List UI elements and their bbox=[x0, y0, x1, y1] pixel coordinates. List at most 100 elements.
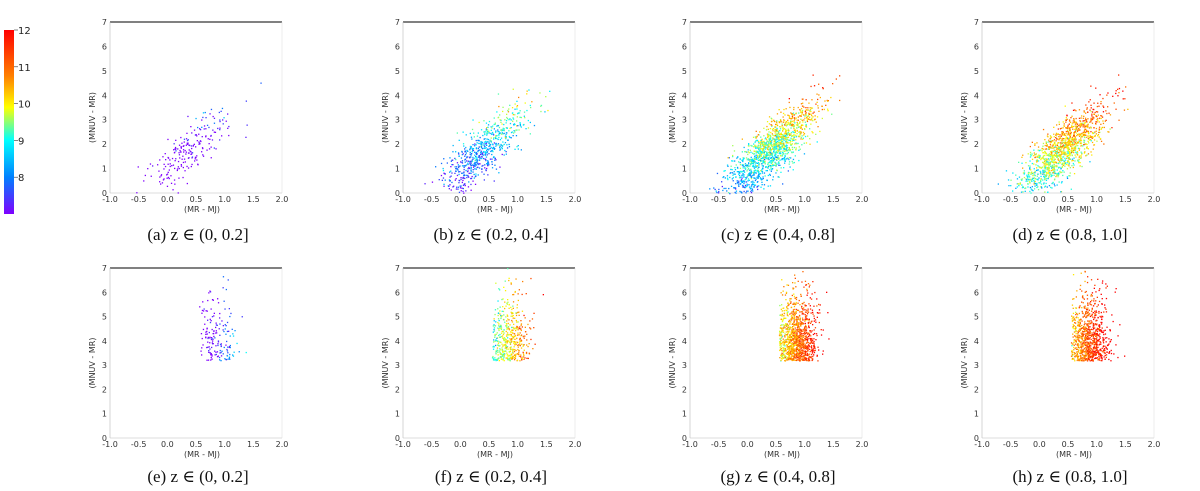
scatter-point bbox=[491, 167, 494, 169]
scatter-point bbox=[808, 102, 810, 104]
scatter-point bbox=[528, 353, 531, 355]
scatter-point bbox=[455, 178, 457, 180]
scatter-point bbox=[1091, 137, 1093, 139]
scatter-point bbox=[1048, 148, 1050, 150]
scatter-point bbox=[793, 134, 795, 136]
scatter-point bbox=[1042, 142, 1045, 145]
scatter-point bbox=[806, 109, 808, 111]
scatter-point bbox=[788, 117, 791, 119]
scatter-point bbox=[785, 136, 788, 138]
y-tick-label: 3 bbox=[682, 116, 687, 125]
scatter-point bbox=[785, 130, 787, 133]
scatter-point bbox=[511, 335, 514, 338]
scatter-point bbox=[762, 145, 764, 147]
scatter-point bbox=[1062, 121, 1064, 123]
scatter-point bbox=[1068, 123, 1070, 125]
scatter-point bbox=[775, 129, 778, 131]
scatter-point bbox=[1048, 158, 1050, 160]
scatter-point bbox=[806, 351, 808, 353]
scatter-point bbox=[167, 171, 169, 173]
scatter-point bbox=[770, 144, 772, 146]
scatter-point bbox=[501, 315, 503, 317]
scatter-point bbox=[529, 121, 531, 124]
scatter-point bbox=[790, 157, 792, 159]
scatter-point bbox=[1082, 122, 1084, 124]
scatter-point bbox=[782, 137, 784, 139]
scatter-point bbox=[766, 157, 768, 159]
panel-caption: (d) z ∈ (0.8, 1.0] bbox=[1012, 225, 1127, 244]
scatter-point bbox=[809, 305, 811, 307]
scatter-point bbox=[1079, 126, 1081, 128]
scatter-point bbox=[778, 136, 780, 138]
scatter-point bbox=[1078, 158, 1080, 160]
scatter-point bbox=[513, 335, 515, 337]
scatter-point bbox=[781, 137, 783, 139]
scatter-point bbox=[520, 340, 522, 342]
scatter-point bbox=[520, 324, 522, 326]
scatter-point bbox=[801, 311, 803, 313]
scatter-point bbox=[784, 335, 786, 337]
scatter-point bbox=[470, 170, 472, 172]
scatter-point bbox=[789, 122, 792, 124]
scatter-point bbox=[758, 155, 761, 157]
scatter-point bbox=[503, 339, 505, 342]
scatter-point bbox=[520, 356, 522, 358]
scatter-point bbox=[499, 119, 501, 121]
scatter-point bbox=[795, 296, 798, 299]
scatter-point bbox=[196, 155, 198, 157]
scatter-point bbox=[517, 332, 519, 334]
scatter-point bbox=[1079, 165, 1081, 167]
scatter-point bbox=[1040, 171, 1042, 173]
scatter-point bbox=[513, 342, 515, 345]
scatter-point bbox=[501, 349, 504, 351]
scatter-point bbox=[1027, 153, 1029, 155]
scatter-point bbox=[796, 357, 798, 359]
scatter-point bbox=[1073, 138, 1075, 140]
scatter-point bbox=[505, 133, 507, 136]
scatter-point bbox=[1032, 172, 1034, 175]
scatter-point bbox=[777, 131, 780, 133]
scatter-point bbox=[1069, 143, 1071, 145]
scatter-point bbox=[769, 151, 771, 153]
scatter-point bbox=[769, 152, 771, 154]
scatter-point bbox=[472, 169, 474, 171]
scatter-point bbox=[1060, 127, 1063, 129]
scatter-point bbox=[770, 140, 773, 142]
scatter-point bbox=[1065, 117, 1067, 119]
scatter-point bbox=[770, 167, 772, 169]
scatter-point bbox=[201, 119, 203, 121]
scatter-point bbox=[1067, 126, 1069, 128]
scatter-point bbox=[741, 171, 743, 173]
scatter-point bbox=[519, 326, 521, 328]
scatter-point bbox=[784, 162, 786, 164]
scatter-point bbox=[790, 315, 792, 317]
scatter-point bbox=[512, 294, 514, 296]
scatter-point bbox=[499, 139, 502, 141]
scatter-point bbox=[786, 133, 789, 135]
scatter-point bbox=[508, 130, 510, 132]
scatter-point bbox=[177, 160, 180, 163]
scatter-point bbox=[1084, 151, 1086, 153]
scatter-point bbox=[747, 158, 749, 160]
scatter-point bbox=[522, 336, 524, 338]
scatter-point bbox=[773, 148, 775, 150]
scatter-point bbox=[1079, 141, 1081, 143]
scatter-point bbox=[471, 159, 473, 161]
scatter-point bbox=[801, 335, 803, 337]
scatter-point bbox=[1074, 125, 1076, 127]
scatter-point bbox=[1029, 172, 1031, 174]
scatter-point bbox=[785, 291, 788, 293]
scatter-point bbox=[468, 172, 470, 174]
scatter-point bbox=[1018, 176, 1021, 178]
scatter-point bbox=[768, 154, 770, 156]
scatter-point bbox=[775, 131, 778, 133]
scatter-point bbox=[830, 96, 832, 99]
scatter-point bbox=[767, 163, 769, 166]
scatter-point bbox=[800, 111, 802, 114]
scatter-point bbox=[1095, 111, 1098, 113]
scatter-point bbox=[778, 150, 780, 152]
scatter-point bbox=[788, 356, 790, 358]
scatter-point bbox=[516, 106, 518, 108]
scatter-point bbox=[484, 145, 486, 148]
scatter-point bbox=[494, 122, 496, 124]
